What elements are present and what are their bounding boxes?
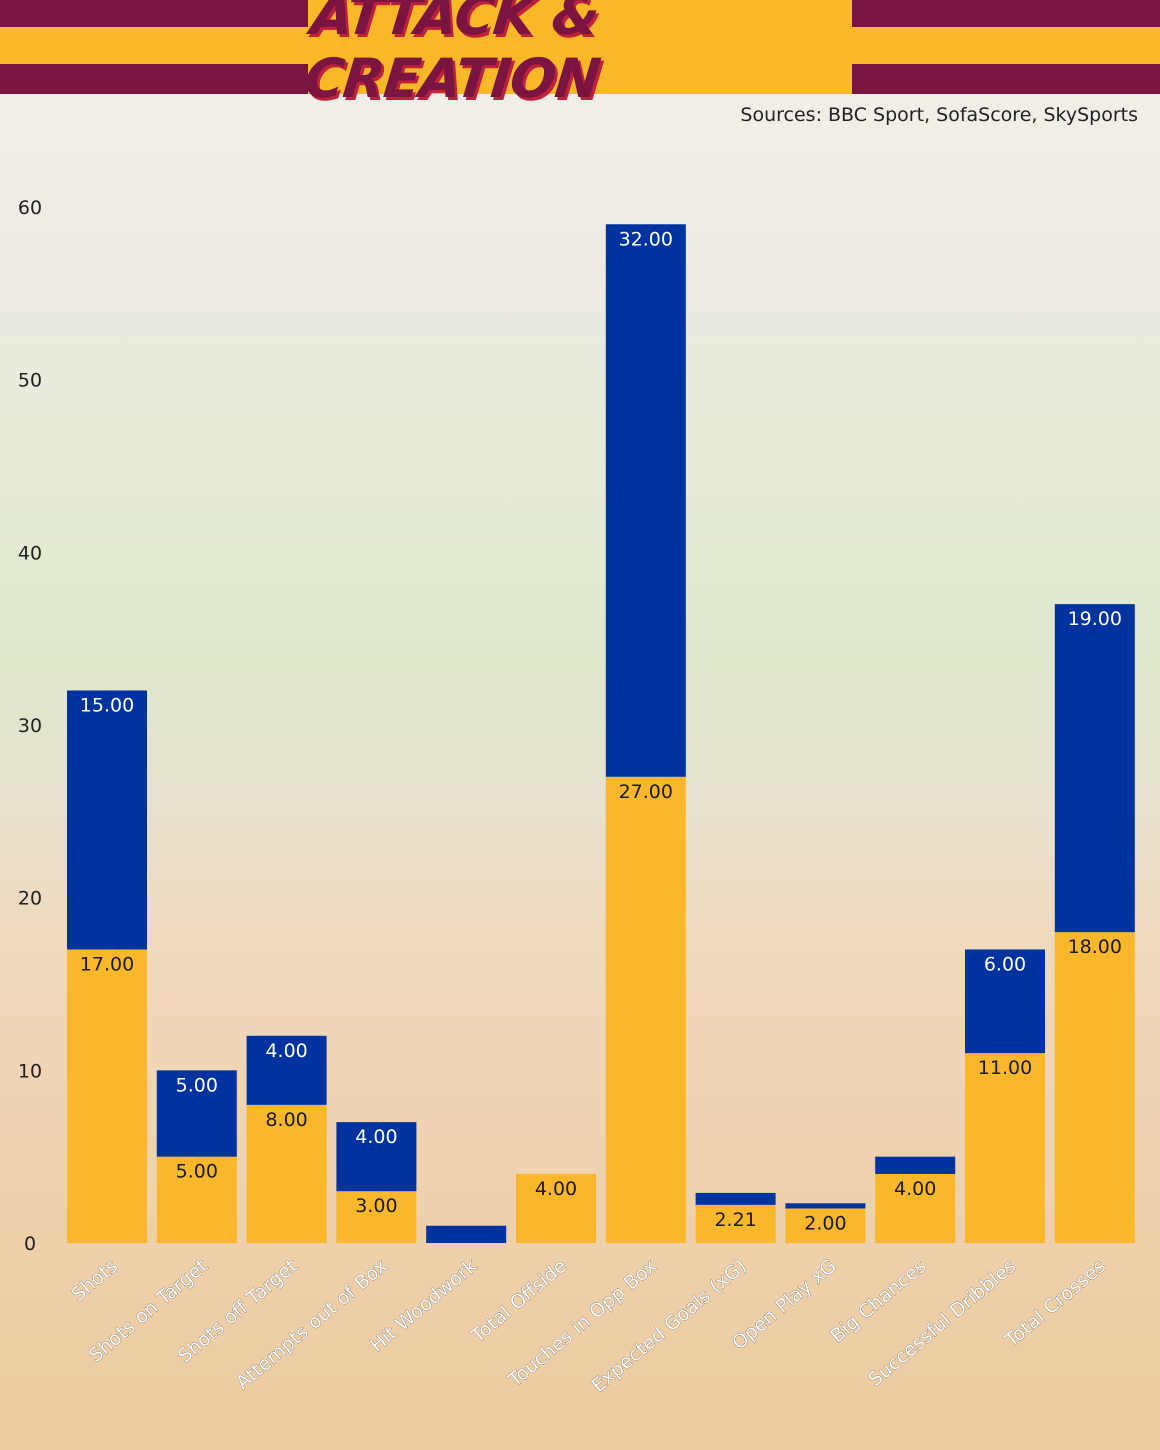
bar-segment (695, 1192, 776, 1205)
y-tick-label: 0 (24, 1233, 36, 1255)
bar-segment (246, 1104, 327, 1243)
bar-segment (605, 776, 686, 1243)
y-tick-label: 30 (18, 715, 42, 737)
bar-segment (67, 949, 147, 1243)
header-banner: ATTACK & CREATION (0, 0, 1160, 110)
bar-segment (426, 1225, 507, 1243)
data-label: 3.00 (355, 1195, 397, 1217)
bar-segment (695, 1204, 776, 1243)
data-label: 17.00 (80, 953, 134, 975)
data-label: 5.00 (176, 1161, 218, 1183)
bar-segment (336, 1191, 417, 1243)
data-label: 11.00 (978, 1057, 1032, 1079)
bars: 17.00 15.00 5.00 5.00 8.00 4.00 3.00 4.00 4.00 27… (67, 224, 1135, 1243)
bar-segment (785, 1208, 866, 1243)
data-label: 32.00 (619, 228, 673, 250)
data-label: 5.00 (176, 1074, 218, 1096)
data-label: 4.00 (355, 1126, 397, 1148)
x-tick-label: Attempts out of Box (232, 1255, 392, 1394)
x-tick-label: Successful Dribbles (864, 1255, 1020, 1391)
data-label: 19.00 (1068, 608, 1122, 630)
y-tick-label: 40 (18, 542, 42, 564)
y-tick-label: 20 (18, 888, 42, 910)
bar-segment (875, 1156, 956, 1174)
data-label: 2.00 (804, 1212, 846, 1234)
x-tick-label: Expected Goals (xG) (588, 1255, 751, 1397)
bar-segment (246, 1035, 327, 1105)
bar-segment (67, 690, 147, 950)
y-tick-label: 10 (18, 1060, 42, 1082)
data-label: 4.00 (894, 1178, 936, 1200)
bar-segment (965, 949, 1045, 1054)
bar-segment (336, 1122, 417, 1192)
data-label: 4.00 (535, 1178, 577, 1200)
data-label: 27.00 (619, 781, 673, 803)
data-label: 8.00 (265, 1109, 307, 1131)
x-tick-label: Touches in Opp Box (504, 1255, 661, 1392)
bar-segment (516, 1173, 596, 1243)
data-label: 6.00 (984, 953, 1026, 975)
bar-segment (1054, 604, 1135, 933)
bar-segment (156, 1070, 237, 1157)
y-axis: 0 10 20 30 40 50 60 (18, 197, 42, 1255)
x-tick-label: Shots (67, 1255, 122, 1306)
y-tick-label: 60 (18, 197, 42, 219)
data-label: 4.00 (265, 1040, 307, 1062)
bar-segment (156, 1156, 237, 1243)
bar-segment (785, 1203, 866, 1209)
data-label: 15.00 (80, 694, 134, 716)
title-box: ATTACK & CREATION (301, 0, 852, 110)
bar-segment (605, 224, 686, 777)
data-label: 18.00 (1068, 936, 1122, 958)
sources-note: Sources: BBC Sport, SofaScore, SkySports (740, 104, 1138, 126)
bar-segment (875, 1173, 956, 1243)
data-label: 2.21 (714, 1209, 756, 1231)
bar-segment (965, 1053, 1045, 1243)
y-tick-label: 50 (18, 370, 42, 392)
bar-segment (1054, 932, 1135, 1243)
